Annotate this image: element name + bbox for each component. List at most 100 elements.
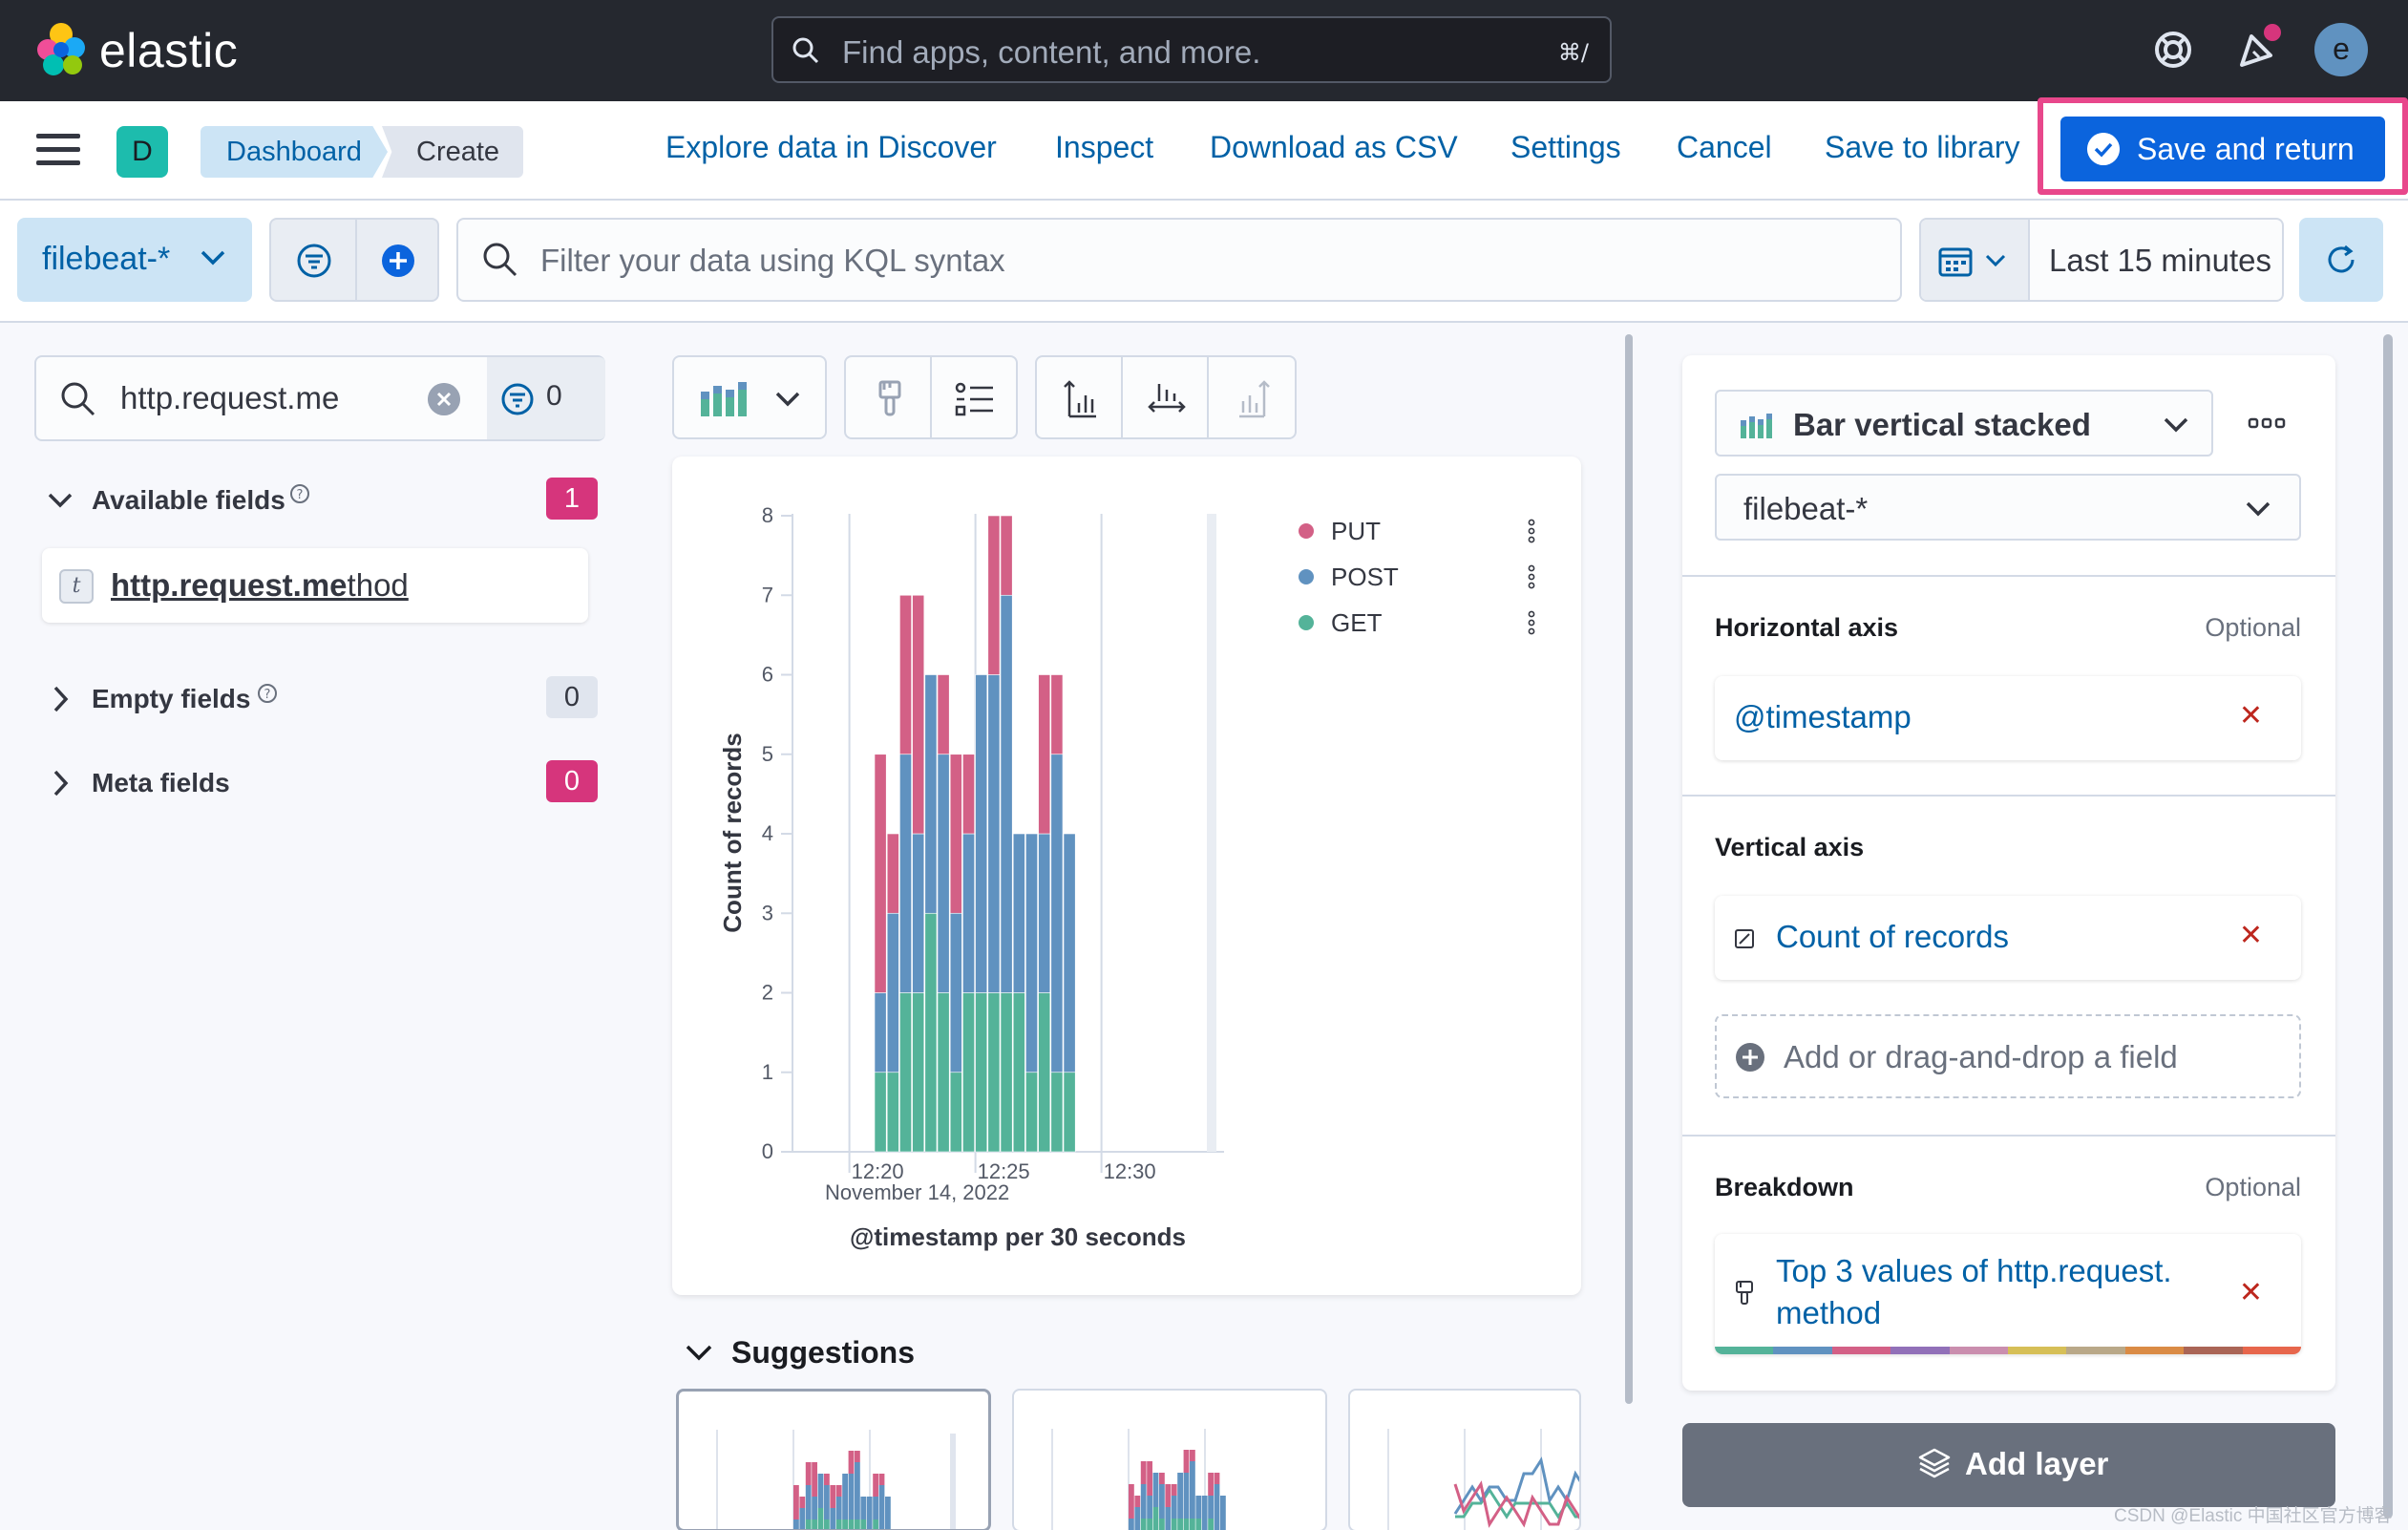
breakdown-optional: Optional (2205, 1173, 2301, 1201)
legend-icon[interactable] (955, 382, 997, 416)
breadcrumb-dashboard[interactable]: Dashboard (201, 126, 388, 178)
config-scrollbar[interactable] (2383, 334, 2393, 1519)
time-range-label[interactable]: Last 15 minutes (2049, 243, 2271, 278)
chevron-down-icon (2246, 501, 2271, 517)
field-type-filter[interactable]: 0 (487, 357, 605, 439)
brush-icon[interactable] (873, 378, 907, 420)
remove-icon[interactable]: ✕ (2238, 1277, 2263, 1308)
user-avatar[interactable]: e (2314, 23, 2368, 76)
save-to-library-link[interactable]: Save to library (1825, 130, 2020, 164)
top-header: elastic Find apps, content, and more. ⌘/… (0, 0, 2408, 101)
suggestion-card-bar-stacked[interactable] (676, 1389, 991, 1530)
vertical-axis-dimension[interactable]: Count of records ✕ (1715, 896, 2301, 980)
add-layer-label: Add layer (1965, 1446, 2109, 1481)
suggestion-card-bar[interactable] (1012, 1389, 1327, 1530)
y-tick-label: 7 (762, 583, 773, 606)
bar-segment-post (1063, 833, 1076, 1073)
more-options-icon[interactable] (2248, 407, 2286, 439)
quick-select-button[interactable] (1921, 220, 2030, 300)
bar-segment-put (987, 515, 1001, 675)
filter-count: 0 (546, 380, 562, 412)
plus-circle-icon (1736, 1043, 1764, 1072)
thumb-bar (805, 1485, 812, 1519)
kql-query-input[interactable]: Filter your data using KQL syntax (456, 218, 1902, 302)
thumb-bar (835, 1485, 842, 1497)
bar-segment-get (912, 992, 925, 1153)
chart-type-select[interactable]: Bar vertical stacked (1715, 390, 2213, 457)
add-filter-icon[interactable] (380, 243, 416, 279)
add-field-dropzone[interactable]: Add or drag-and-drop a field (1715, 1014, 2301, 1098)
download-csv-link[interactable]: Download as CSV (1210, 130, 1458, 164)
newsfeed-icon[interactable] (2230, 23, 2284, 76)
bottom-axis-icon[interactable] (1146, 378, 1188, 420)
watermark: CSDN @Elastic 中国社区官方博客 (2114, 1506, 2393, 1526)
elastic-logo-icon[interactable] (32, 21, 90, 78)
legend-action-icon (1528, 519, 1535, 526)
data-view-picker[interactable]: filebeat-* (17, 218, 252, 302)
horizontal-axis-optional: Optional (2205, 613, 2301, 642)
palette-swatch (1715, 1347, 1774, 1354)
clear-icon[interactable] (428, 383, 460, 415)
breakdown-dimension[interactable]: Top 3 values of http.request. method ✕ (1715, 1234, 2301, 1354)
menu-icon[interactable] (36, 134, 80, 168)
workspace-scrollbar[interactable] (1625, 334, 1633, 1404)
explore-discover-link[interactable]: Explore data in Discover (665, 130, 997, 164)
remove-icon[interactable]: ✕ (2238, 920, 2263, 951)
keyboard-shortcut: ⌘/ (1557, 39, 1589, 66)
suggestion-thumbnail (1387, 1429, 1579, 1530)
inspect-link[interactable]: Inspect (1055, 130, 1154, 164)
chart-panel: 0 1 2 3 4 5 6 7 8 12:20 12:25 12:30 Count of record… (672, 457, 1581, 1295)
save-and-return-button[interactable]: Save and return (2060, 117, 2385, 181)
cancel-link[interactable]: Cancel (1677, 130, 1772, 164)
thumb-bar (860, 1497, 867, 1519)
thumb-bar (830, 1485, 836, 1508)
x-tick-label: 12:20 (852, 1159, 904, 1183)
info-icon[interactable]: ? (288, 482, 311, 505)
add-layer-button[interactable]: Add layer (1682, 1423, 2335, 1507)
field-item-http-request-method[interactable]: t http.request.method (42, 548, 588, 623)
bar-chart[interactable]: 0 1 2 3 4 5 6 7 8 12:20 12:25 12:30 Count of record… (672, 457, 1581, 1295)
palette-swatch (2242, 1347, 2301, 1354)
string-type-token: t (59, 569, 94, 604)
bar-segment-post (912, 833, 925, 993)
bar-segment-put (949, 754, 962, 914)
thumb-bar (824, 1474, 830, 1485)
thumb-bar (793, 1485, 799, 1519)
filter-menu-icon[interactable] (296, 243, 332, 279)
brand-name[interactable]: elastic (99, 24, 239, 77)
bar-segment-get (874, 1072, 887, 1153)
breakdown-field-line1: Top 3 values of http.request. (1776, 1253, 2172, 1288)
thumb-bar (812, 1519, 817, 1529)
thumb-bar (1152, 1507, 1159, 1530)
right-axis-icon[interactable] (1234, 378, 1272, 420)
thumb-bar (1140, 1519, 1147, 1530)
remove-icon[interactable]: ✕ (2238, 700, 2263, 732)
bar-segment-post (1025, 833, 1038, 1073)
layer-data-view-select[interactable]: filebeat-* (1715, 474, 2301, 541)
horizontal-axis-dimension[interactable]: @timestamp ✕ (1715, 676, 2301, 760)
settings-link[interactable]: Settings (1510, 130, 1621, 164)
global-search-input[interactable]: Find apps, content, and more. ⌘/ (771, 16, 1612, 83)
bar-segment-put (1038, 674, 1051, 835)
thumb-bar (1195, 1496, 1202, 1519)
field-search-input[interactable]: http.request.me 0 (34, 355, 605, 441)
left-axis-icon[interactable] (1062, 378, 1100, 420)
info-icon[interactable]: ? (256, 682, 279, 705)
chevron-down-icon (2164, 417, 2188, 433)
search-icon (483, 243, 518, 277)
bar-segment-get (1063, 1072, 1076, 1153)
legend-item-post: POST (1331, 563, 1399, 591)
space-avatar[interactable]: D (116, 126, 168, 178)
thumb-bar (1201, 1496, 1208, 1530)
legend-action-icon (1528, 573, 1535, 581)
date-picker[interactable]: Last 15 minutes (1919, 218, 2284, 302)
y-tick-label: 1 (762, 1060, 773, 1084)
suggestion-card-line[interactable] (1348, 1389, 1581, 1530)
chart-switcher[interactable] (672, 355, 827, 439)
bar-segment-put (874, 754, 887, 993)
chevron-down-icon (201, 250, 225, 266)
chart-bars (874, 515, 1076, 1153)
refresh-button[interactable] (2299, 218, 2383, 302)
help-icon[interactable] (2146, 23, 2200, 76)
legend-action-icon (1528, 564, 1535, 572)
